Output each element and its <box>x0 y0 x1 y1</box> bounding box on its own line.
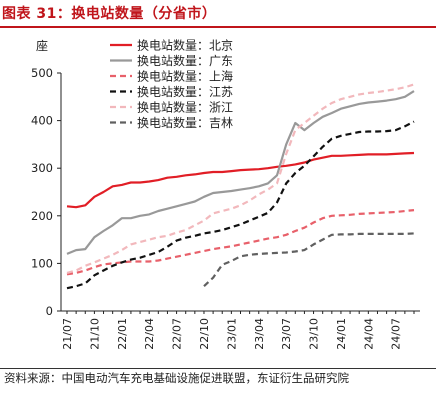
series-line <box>66 83 415 274</box>
y-tick-label: 400 <box>31 114 53 128</box>
source-note: 资料来源：中国电动汽车充电基础设施促进联盟，东证衍生品研究院 <box>4 371 349 385</box>
y-tick-label: 100 <box>31 256 53 270</box>
x-tick-label: 22/04 <box>143 318 156 350</box>
legend-label: 换电站数量：广东 <box>137 53 233 68</box>
legend-label: 换电站数量：北京 <box>137 38 233 53</box>
legend-label: 换电站数量：上海 <box>137 69 233 84</box>
legend-label: 换电站数量：浙江 <box>137 100 233 115</box>
y-tick-label: 500 <box>31 66 53 80</box>
legend-label: 换电站数量：江苏 <box>137 84 233 99</box>
x-tick-label: 23/07 <box>280 318 293 350</box>
x-tick-label: 22/10 <box>198 318 211 350</box>
chart-series <box>66 83 415 290</box>
x-tick-label: 24/01 <box>335 318 348 350</box>
y-tick-label: 300 <box>31 161 53 175</box>
y-axis-label: 座 <box>36 38 48 53</box>
line-chart: 座 0 100 200 300 400 500 21/07 21/10 22/01 22/04 22/… <box>31 38 420 350</box>
y-tick-label: 0 <box>46 304 53 318</box>
x-tick-label: 24/04 <box>362 318 375 350</box>
figure-title: 图表 31：换电站数量（分省市） <box>2 6 217 22</box>
x-tick-label: 22/01 <box>116 318 129 350</box>
series-line <box>66 120 415 290</box>
series-line <box>203 232 415 288</box>
x-tick-label: 23/10 <box>308 318 321 350</box>
x-tick-label: 23/01 <box>225 318 238 350</box>
series-line <box>66 90 415 255</box>
source-rule <box>0 368 436 369</box>
chart-axes: 座 0 100 200 300 400 500 21/07 21/10 22/01 22/04 22/… <box>31 38 420 350</box>
chart-legend: 换电站数量：北京换电站数量：广东换电站数量：上海换电站数量：江苏换电站数量：浙江… <box>110 38 233 130</box>
x-tick-label: 24/07 <box>390 318 403 350</box>
x-tick-label: 21/10 <box>88 318 101 350</box>
x-tick-label: 22/07 <box>171 318 184 350</box>
x-tick-label: 21/07 <box>61 318 74 350</box>
x-tick-label: 23/04 <box>253 318 266 350</box>
series-line <box>66 151 415 209</box>
title-rule <box>0 26 436 28</box>
y-tick-label: 200 <box>31 209 53 223</box>
legend-label: 换电站数量：吉林 <box>137 115 233 130</box>
